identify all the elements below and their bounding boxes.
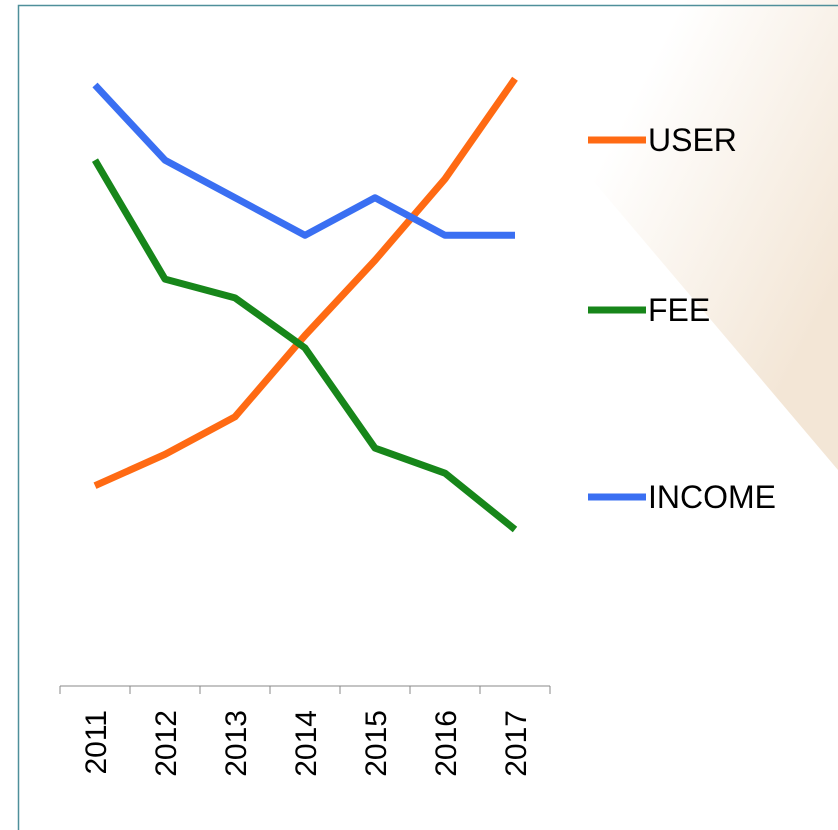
x-tick-label: 2014 [290,710,323,777]
x-tick-label: 2017 [500,710,533,777]
legend-label: FEE [648,292,710,328]
legend-label: USER [648,122,737,158]
x-tick-label: 2012 [150,710,183,777]
x-tick-label: 2011 [80,710,113,775]
chart: 2011 2012 2013 2014 2015 2016 2017 USER FEE INCOM… [0,0,838,830]
x-tick-label: 2015 [360,710,393,777]
x-tick-label: 2016 [430,710,463,777]
x-tick-label: 2013 [220,710,253,777]
legend-label: INCOME [648,479,776,515]
